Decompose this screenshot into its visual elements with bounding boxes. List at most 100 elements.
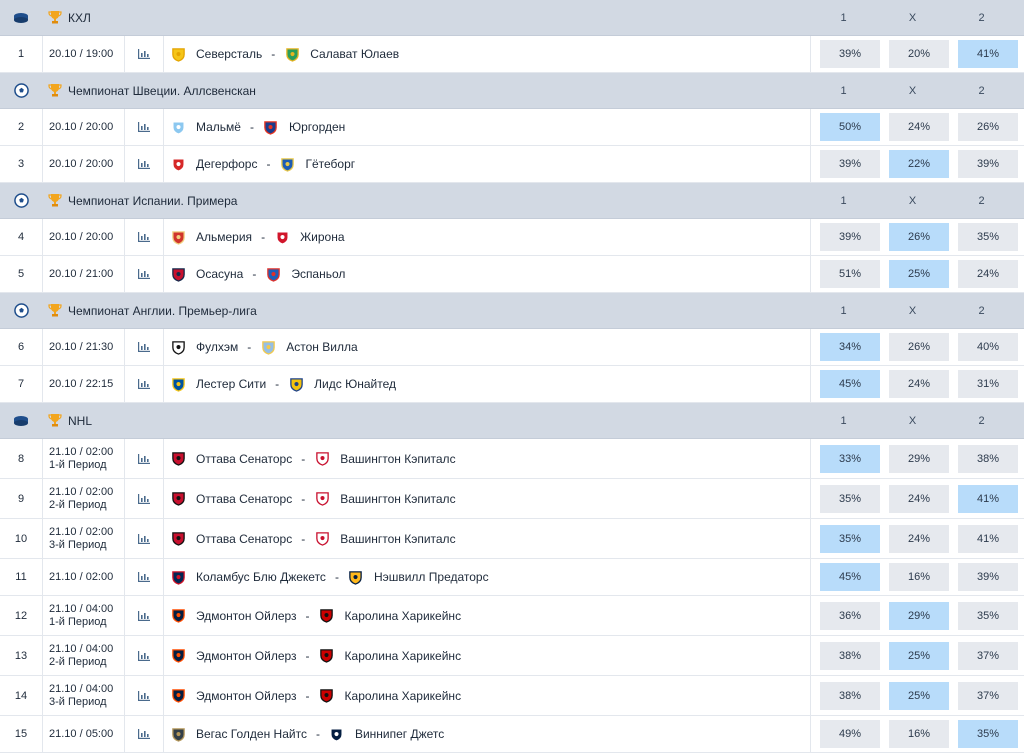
odds-cell-2[interactable]: 39% [958,150,1018,178]
odds-cell-2[interactable]: 40% [958,333,1018,361]
odds-cell-x[interactable]: 24% [889,370,949,398]
stats-icon[interactable] [124,716,163,752]
odds-cell-2[interactable]: 41% [958,40,1018,68]
odds-cell-x[interactable]: 24% [889,484,949,513]
match-period: 2-й Период [49,655,107,668]
odds-cell-x[interactable]: 25% [889,681,949,710]
odds-cell-x[interactable]: 24% [889,524,949,553]
league-name: Чемпионат Испании. Примера [68,193,238,208]
match-teams[interactable]: Фулхэм - Астон Вилла [163,329,811,365]
match-row[interactable]: 7 20.10 / 22:15 Лестер Сити - Лидс Юнайтед 45… [0,366,1024,403]
odds-cell-1[interactable]: 45% [820,563,880,591]
stats-icon[interactable] [124,519,163,558]
odds-cell-2[interactable]: 41% [958,524,1018,553]
odds-cell-x[interactable]: 16% [889,563,949,591]
league-header: Чемпионат Англии. Премьер-лига 1 X 2 [0,293,1024,329]
match-row[interactable]: 15 21.10 / 05:00 Вегас Голден Найтс - Виннип… [0,716,1024,753]
match-teams[interactable]: Вегас Голден Найтс - Виннипег Джетс [163,716,811,752]
odds-cell-2[interactable]: 39% [958,563,1018,591]
odds-cell-2[interactable]: 35% [958,601,1018,630]
match-teams[interactable]: Осасуна - Эспаньол [163,256,811,292]
odds-cell-1[interactable]: 35% [820,484,880,513]
match-row[interactable]: 12 21.10 / 04:00 1-й Период Эдмонтон Ойлерз… [0,596,1024,636]
match-teams[interactable]: Лестер Сити - Лидс Юнайтед [163,366,811,402]
match-teams[interactable]: Дегерфорс - Гётеборг [163,146,811,182]
match-row[interactable]: 6 20.10 / 21:30 Фулхэм - Астон Вилла 34% 26% 40… [0,329,1024,366]
home-team: Эдмонтон Ойлерз [196,648,297,663]
stats-icon[interactable] [124,676,163,715]
vs-dash: - [301,531,306,546]
odds-cell-x[interactable]: 29% [889,444,949,473]
odds-cell-2[interactable]: 24% [958,260,1018,288]
stats-icon[interactable] [124,439,163,478]
odds-cell-x[interactable]: 24% [889,113,949,141]
odds-cell-1[interactable]: 33% [820,444,880,473]
stats-icon[interactable] [124,109,163,145]
stats-icon[interactable] [124,636,163,675]
match-teams[interactable]: Оттава Сенаторс - Вашингтон Кэпиталс [163,439,811,478]
match-teams[interactable]: Оттава Сенаторс - Вашингтон Кэпиталс [163,479,811,518]
match-teams[interactable]: Альмерия - Жирона [163,219,811,255]
vs-dash: - [305,608,310,623]
match-teams[interactable]: Коламбус Блю Джекетс - Нэшвилл Предаторс [163,559,811,595]
stats-icon[interactable] [124,329,163,365]
stats-icon[interactable] [124,366,163,402]
match-row[interactable]: 4 20.10 / 20:00 Альмерия - Жирона 39% 26% 35% [0,219,1024,256]
odds-cell-2[interactable]: 38% [958,444,1018,473]
match-teams[interactable]: Мальмё - Юргорден [163,109,811,145]
odds-cell-2[interactable]: 26% [958,113,1018,141]
odds-cell-1[interactable]: 34% [820,333,880,361]
odds-cell-x[interactable]: 16% [889,720,949,748]
league-name: NHL [68,413,93,428]
match-teams[interactable]: Эдмонтон Ойлерз - Каролина Харикейнс [163,676,811,715]
odds-cell-1[interactable]: 35% [820,524,880,553]
match-row[interactable]: 8 21.10 / 02:00 1-й Период Оттава Сенаторс -… [0,439,1024,479]
stats-icon[interactable] [124,479,163,518]
odds-cell-1[interactable]: 51% [820,260,880,288]
match-row[interactable]: 14 21.10 / 04:00 3-й Период Эдмонтон Ойлерз… [0,676,1024,716]
match-teams[interactable]: Эдмонтон Ойлерз - Каролина Харикейнс [163,596,811,635]
match-row[interactable]: 3 20.10 / 20:00 Дегерфорс - Гётеборг 39% 22% 39… [0,146,1024,183]
odds-cell-1[interactable]: 45% [820,370,880,398]
vs-dash: - [271,47,276,61]
match-teams[interactable]: Оттава Сенаторс - Вашингтон Кэпиталс [163,519,811,558]
match-teams[interactable]: Эдмонтон Ойлерз - Каролина Харикейнс [163,636,811,675]
match-row[interactable]: 13 21.10 / 04:00 2-й Период Эдмонтон Ойлерз… [0,636,1024,676]
stats-icon[interactable] [124,559,163,595]
odds-cell-x[interactable]: 22% [889,150,949,178]
odds-cell-1[interactable]: 38% [820,681,880,710]
odds-cell-x[interactable]: 20% [889,40,949,68]
odds-cell-1[interactable]: 49% [820,720,880,748]
match-row[interactable]: 10 21.10 / 02:00 3-й Период Оттава Сенаторс… [0,519,1024,559]
match-row[interactable]: 5 20.10 / 21:00 Осасуна - Эспаньол 51% 25% 24% [0,256,1024,293]
odds-cell-2[interactable]: 31% [958,370,1018,398]
stats-icon[interactable] [124,36,163,72]
match-row[interactable]: 9 21.10 / 02:00 2-й Период Оттава Сенаторс -… [0,479,1024,519]
odds-cell-1[interactable]: 50% [820,113,880,141]
stats-icon[interactable] [124,256,163,292]
odds-cell-1[interactable]: 38% [820,641,880,670]
odds-cell-1[interactable]: 36% [820,601,880,630]
odds-cell-x[interactable]: 25% [889,641,949,670]
odds-cell-2[interactable]: 35% [958,720,1018,748]
match-datetime: 20.10 / 22:15 [42,366,124,402]
odds-cell-x[interactable]: 29% [889,601,949,630]
odds-cell-x[interactable]: 25% [889,260,949,288]
stats-icon[interactable] [124,219,163,255]
match-row[interactable]: 2 20.10 / 20:00 Мальмё - Юргорден 50% 24% 26% [0,109,1024,146]
match-row[interactable]: 1 20.10 / 19:00 Северсталь - Салават Юлаев 39… [0,36,1024,73]
match-teams[interactable]: Северсталь - Салават Юлаев [163,36,811,72]
odds-cell-1[interactable]: 39% [820,40,880,68]
odds-cell-2[interactable]: 37% [958,641,1018,670]
odds-cell-x[interactable]: 26% [889,223,949,251]
odds-cell-1[interactable]: 39% [820,223,880,251]
match-number: 3 [17,158,25,170]
odds-cell-2[interactable]: 37% [958,681,1018,710]
odds-cell-2[interactable]: 41% [958,484,1018,513]
odds-cell-1[interactable]: 39% [820,150,880,178]
odds-cell-2[interactable]: 35% [958,223,1018,251]
stats-icon[interactable] [124,146,163,182]
odds-cell-x[interactable]: 26% [889,333,949,361]
stats-icon[interactable] [124,596,163,635]
match-row[interactable]: 11 21.10 / 02:00 Коламбус Блю Джекетс - Нэшв… [0,559,1024,596]
